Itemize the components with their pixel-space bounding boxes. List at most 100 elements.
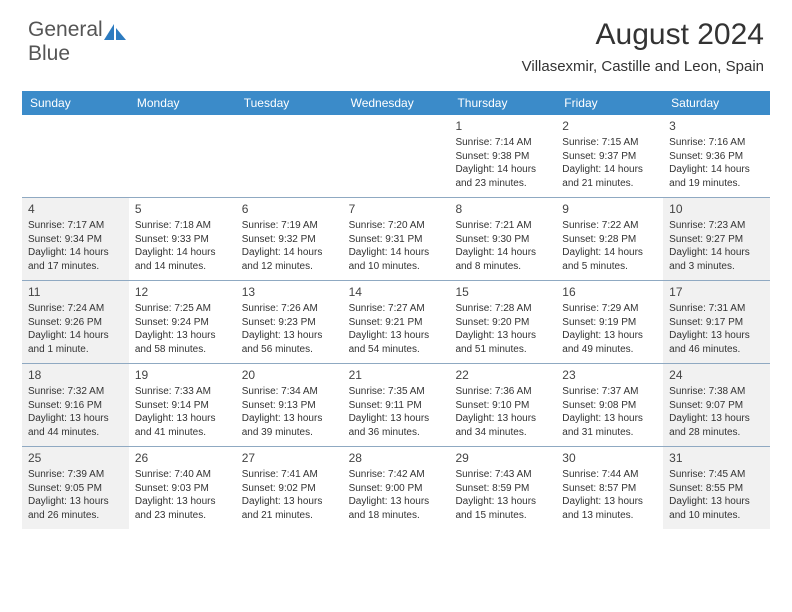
day-info: Sunrise: 7:21 AMSunset: 9:30 PMDaylight:…: [455, 219, 550, 273]
day-cell: 27Sunrise: 7:41 AMSunset: 9:02 PMDayligh…: [236, 447, 343, 529]
day-cell: [236, 115, 343, 197]
day-cell: 16 Sunrise: 7:29 AMSunset: 9:19 PMDayligh…: [556, 281, 663, 363]
title-block: August 2024 Villasexmir, Castille and Le…: [522, 18, 764, 75]
day-number: 22: [455, 368, 550, 382]
day-number: 30: [562, 451, 657, 465]
day-cell: 20 Sunrise: 7:34 AMSunset: 9:13 PMDayligh…: [236, 364, 343, 446]
day-header-sat: Saturday: [663, 91, 770, 115]
day-number: 14: [349, 285, 444, 299]
day-header-wed: Wednesday: [343, 91, 450, 115]
day-cell: 9 Sunrise: 7:22 AMSunset: 9:28 PMDaylight…: [556, 198, 663, 280]
day-number: 21: [349, 368, 444, 382]
day-number: 6: [242, 202, 337, 216]
day-cell: 23 Sunrise: 7:37 AMSunset: 9:08 PMDayligh…: [556, 364, 663, 446]
day-number: 20: [242, 368, 337, 382]
day-cell: 2 Sunrise: 7:15 AMSunset: 9:37 PMDaylight…: [556, 115, 663, 197]
day-info: Sunrise: 7:39 AMSunset: 9:05 PMDaylight:…: [28, 468, 123, 522]
day-cell: 7Sunrise: 7:20 AMSunset: 9:31 PMDaylight…: [343, 198, 450, 280]
day-info: Sunrise: 7:19 AMSunset: 9:32 PMDaylight:…: [242, 219, 337, 273]
day-number: 8: [455, 202, 550, 216]
day-cell: 24Sunrise: 7:38 AMSunset: 9:07 PMDayligh…: [663, 364, 770, 446]
day-cell: 1 Sunrise: 7:14 AMSunset: 9:38 PMDaylight…: [449, 115, 556, 197]
brand-text: General Blue: [28, 18, 103, 66]
day-number: 24: [669, 368, 764, 382]
day-cell: 5Sunrise: 7:18 AMSunset: 9:33 PMDaylight…: [129, 198, 236, 280]
day-header-fri: Friday: [556, 91, 663, 115]
day-number: 19: [135, 368, 230, 382]
day-cell: 28 Sunrise: 7:42 AMSunset: 9:00 PMDayligh…: [343, 447, 450, 529]
day-number: 16: [562, 285, 657, 299]
day-number: 12: [135, 285, 230, 299]
day-cell: 29Sunrise: 7:43 AMSunset: 8:59 PMDayligh…: [449, 447, 556, 529]
page-header: General Blue August 2024 Villasexmir, Ca…: [0, 0, 792, 81]
day-number: 15: [455, 285, 550, 299]
day-info: Sunrise: 7:14 AMSunset: 9:38 PMDaylight:…: [455, 136, 550, 190]
week-row: 18Sunrise: 7:32 AMSunset: 9:16 PMDayligh…: [22, 363, 770, 446]
day-info: Sunrise: 7:45 AMSunset: 8:55 PMDaylight:…: [669, 468, 764, 522]
day-info: Sunrise: 7:43 AMSunset: 8:59 PMDaylight:…: [455, 468, 550, 522]
day-number: 18: [28, 368, 123, 382]
day-cell: [22, 115, 129, 197]
day-number: 9: [562, 202, 657, 216]
sail-icon: [102, 22, 128, 45]
day-number: 25: [28, 451, 123, 465]
day-number: 28: [349, 451, 444, 465]
day-cell: 26 Sunrise: 7:40 AMSunset: 9:03 PMDayligh…: [129, 447, 236, 529]
day-cell: 22Sunrise: 7:36 AMSunset: 9:10 PMDayligh…: [449, 364, 556, 446]
day-info: Sunrise: 7:16 AMSunset: 9:36 PMDaylight:…: [669, 136, 764, 190]
day-cell: 6 Sunrise: 7:19 AMSunset: 9:32 PMDaylight…: [236, 198, 343, 280]
day-cell: 14 Sunrise: 7:27 AMSunset: 9:21 PMDayligh…: [343, 281, 450, 363]
brand-name-1: General: [28, 18, 103, 41]
day-info: Sunrise: 7:35 AMSunset: 9:11 PMDaylight:…: [349, 385, 444, 439]
day-info: Sunrise: 7:15 AMSunset: 9:37 PMDaylight:…: [562, 136, 657, 190]
day-number: 23: [562, 368, 657, 382]
day-number: 3: [669, 119, 764, 133]
day-number: 26: [135, 451, 230, 465]
day-info: Sunrise: 7:44 AMSunset: 8:57 PMDaylight:…: [562, 468, 657, 522]
day-number: 1: [455, 119, 550, 133]
day-cell: 10Sunrise: 7:23 AMSunset: 9:27 PMDayligh…: [663, 198, 770, 280]
day-cell: 3 Sunrise: 7:16 AMSunset: 9:36 PMDaylight…: [663, 115, 770, 197]
week-row: 4Sunrise: 7:17 AMSunset: 9:34 PMDaylight…: [22, 197, 770, 280]
day-info: Sunrise: 7:25 AMSunset: 9:24 PMDaylight:…: [135, 302, 230, 356]
day-number: 31: [669, 451, 764, 465]
day-cell: 19Sunrise: 7:33 AMSunset: 9:14 PMDayligh…: [129, 364, 236, 446]
day-number: 17: [669, 285, 764, 299]
day-info: Sunrise: 7:29 AMSunset: 9:19 PMDaylight:…: [562, 302, 657, 356]
day-cell: [343, 115, 450, 197]
week-row: 1 Sunrise: 7:14 AMSunset: 9:38 PMDaylight…: [22, 115, 770, 197]
day-cell: 11 Sunrise: 7:24 AMSunset: 9:26 PMDayligh…: [22, 281, 129, 363]
day-cell: 12 Sunrise: 7:25 AMSunset: 9:24 PMDayligh…: [129, 281, 236, 363]
week-row: 25 Sunrise: 7:39 AMSunset: 9:05 PMDayligh…: [22, 446, 770, 529]
day-info: Sunrise: 7:17 AMSunset: 9:34 PMDaylight:…: [28, 219, 123, 273]
day-cell: 18Sunrise: 7:32 AMSunset: 9:16 PMDayligh…: [22, 364, 129, 446]
day-number: 11: [28, 285, 123, 299]
day-info: Sunrise: 7:37 AMSunset: 9:08 PMDaylight:…: [562, 385, 657, 439]
day-number: 27: [242, 451, 337, 465]
day-header-tue: Tuesday: [236, 91, 343, 115]
day-info: Sunrise: 7:31 AMSunset: 9:17 PMDaylight:…: [669, 302, 764, 356]
day-cell: 4Sunrise: 7:17 AMSunset: 9:34 PMDaylight…: [22, 198, 129, 280]
day-info: Sunrise: 7:34 AMSunset: 9:13 PMDaylight:…: [242, 385, 337, 439]
day-info: Sunrise: 7:42 AMSunset: 9:00 PMDaylight:…: [349, 468, 444, 522]
day-number: 5: [135, 202, 230, 216]
week-row: 11 Sunrise: 7:24 AMSunset: 9:26 PMDayligh…: [22, 280, 770, 363]
day-info: Sunrise: 7:26 AMSunset: 9:23 PMDaylight:…: [242, 302, 337, 356]
day-cell: 31 Sunrise: 7:45 AMSunset: 8:55 PMDayligh…: [663, 447, 770, 529]
day-header-sun: Sunday: [22, 91, 129, 115]
day-header-mon: Monday: [129, 91, 236, 115]
day-info: Sunrise: 7:22 AMSunset: 9:28 PMDaylight:…: [562, 219, 657, 273]
day-cell: 30 Sunrise: 7:44 AMSunset: 8:57 PMDayligh…: [556, 447, 663, 529]
day-info: Sunrise: 7:27 AMSunset: 9:21 PMDaylight:…: [349, 302, 444, 356]
day-info: Sunrise: 7:20 AMSunset: 9:31 PMDaylight:…: [349, 219, 444, 273]
day-cell: [129, 115, 236, 197]
day-number: 13: [242, 285, 337, 299]
day-header-thu: Thursday: [449, 91, 556, 115]
day-number: 2: [562, 119, 657, 133]
day-info: Sunrise: 7:24 AMSunset: 9:26 PMDaylight:…: [28, 302, 123, 356]
day-number: 10: [669, 202, 764, 216]
day-cell: 8 Sunrise: 7:21 AMSunset: 9:30 PMDaylight…: [449, 198, 556, 280]
day-cell: 21 Sunrise: 7:35 AMSunset: 9:11 PMDayligh…: [343, 364, 450, 446]
day-info: Sunrise: 7:40 AMSunset: 9:03 PMDaylight:…: [135, 468, 230, 522]
day-cell: 13 Sunrise: 7:26 AMSunset: 9:23 PMDayligh…: [236, 281, 343, 363]
